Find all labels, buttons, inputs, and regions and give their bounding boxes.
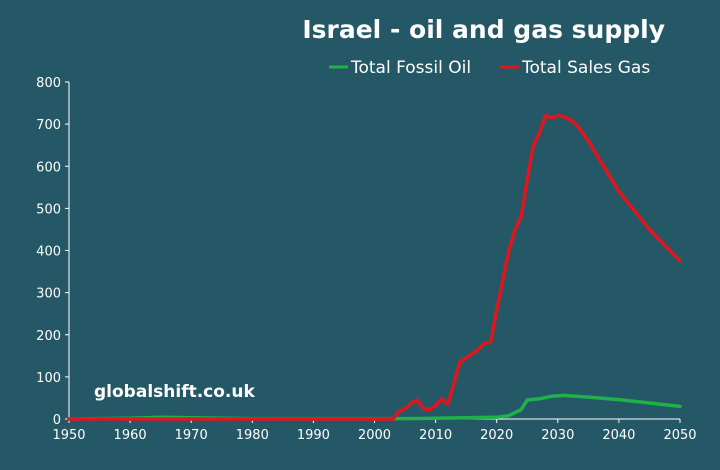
y-tick-label: 500: [36, 202, 61, 217]
x-tick-label: 2050: [663, 428, 696, 443]
y-tick-label: 200: [36, 329, 61, 344]
x-tick-label: 1960: [114, 428, 147, 443]
x-tick-label: 1990: [297, 428, 330, 443]
y-tick-label: 600: [36, 160, 61, 175]
watermark-text: globalshift.co.uk: [94, 382, 255, 402]
y-tick-label: 700: [36, 118, 61, 133]
chart-title: Israel - oil and gas supply: [302, 15, 665, 44]
y-tick-label: 800: [36, 76, 61, 91]
y-tick-label: 300: [36, 287, 61, 302]
x-tick-label: 2000: [358, 428, 391, 443]
legend-label-sales-gas: Total Sales Gas: [521, 58, 650, 78]
y-tick-label: 400: [36, 245, 61, 260]
x-tick-label: 2030: [541, 428, 574, 443]
y-tick-label: 100: [36, 371, 61, 386]
axes: 0 100 200 300 400 500 600 700 800 1950 1960 1970 198…: [36, 76, 696, 443]
x-tick-label: 2010: [419, 428, 452, 443]
legend: Total Fossil Oil Total Sales Gas: [329, 58, 650, 78]
x-tick-label: 2040: [602, 428, 635, 443]
x-tick-label: 1970: [175, 428, 208, 443]
x-tick-label: 2020: [480, 428, 513, 443]
x-tick-label: 1980: [236, 428, 269, 443]
legend-label-fossil-oil: Total Fossil Oil: [350, 58, 471, 78]
series-line-total-sales-gas: [67, 113, 682, 421]
x-tick-label: 1950: [52, 428, 85, 443]
y-tick-label: 0: [53, 413, 61, 428]
series-layer: [67, 113, 682, 421]
